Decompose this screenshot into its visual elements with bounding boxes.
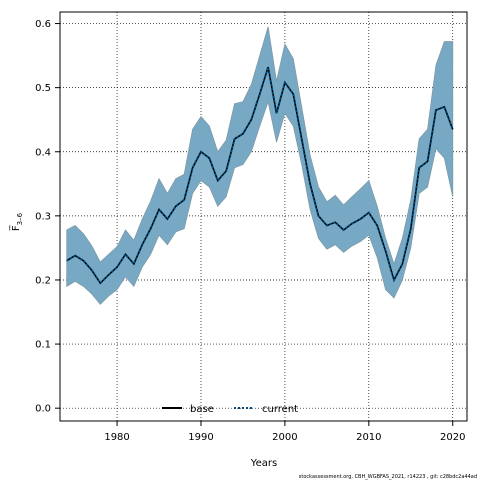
confidence-band	[66, 26, 454, 305]
series-line-current	[66, 66, 454, 285]
y-tick-label: 0.4	[35, 147, 51, 158]
y-tick-label: 0.5	[35, 83, 51, 94]
y-axis-title: F̅3–6	[9, 212, 24, 231]
y-tick-label: 0.0	[35, 404, 51, 415]
axis-layer: 1980 1990 2000 2010 2020 0.0 0.1 0.2 0.3 0.4 0.5 0.…	[35, 19, 465, 443]
y-tick-label: 0.1	[35, 340, 51, 351]
y-axis-title-sub: 3–6	[16, 212, 24, 225]
legend: base current	[162, 404, 298, 415]
legend-label-current: current	[262, 404, 298, 415]
confidence-band-layer	[66, 26, 454, 305]
x-tick-label: 2010	[356, 432, 381, 443]
y-axis-title-main: F̅	[9, 224, 22, 231]
svg-text:F̅3–6: F̅3–6	[9, 212, 24, 231]
x-tick-label: 1980	[104, 432, 129, 443]
footer-text: stockassessment.org, CBH_WGBFAS_2021, r1…	[299, 474, 477, 480]
x-axis-title: Years	[250, 458, 277, 469]
legend-label-base: base	[190, 404, 214, 415]
y-tick-label: 0.2	[35, 275, 51, 286]
x-tick-label: 1990	[188, 432, 213, 443]
x-tick-label: 2000	[272, 432, 297, 443]
y-tick-label: 0.6	[35, 19, 51, 30]
plot-frame	[59, 11, 468, 422]
x-tick-label: 2020	[440, 432, 465, 443]
y-tick-label: 0.3	[35, 211, 51, 222]
series-layer	[66, 66, 454, 285]
